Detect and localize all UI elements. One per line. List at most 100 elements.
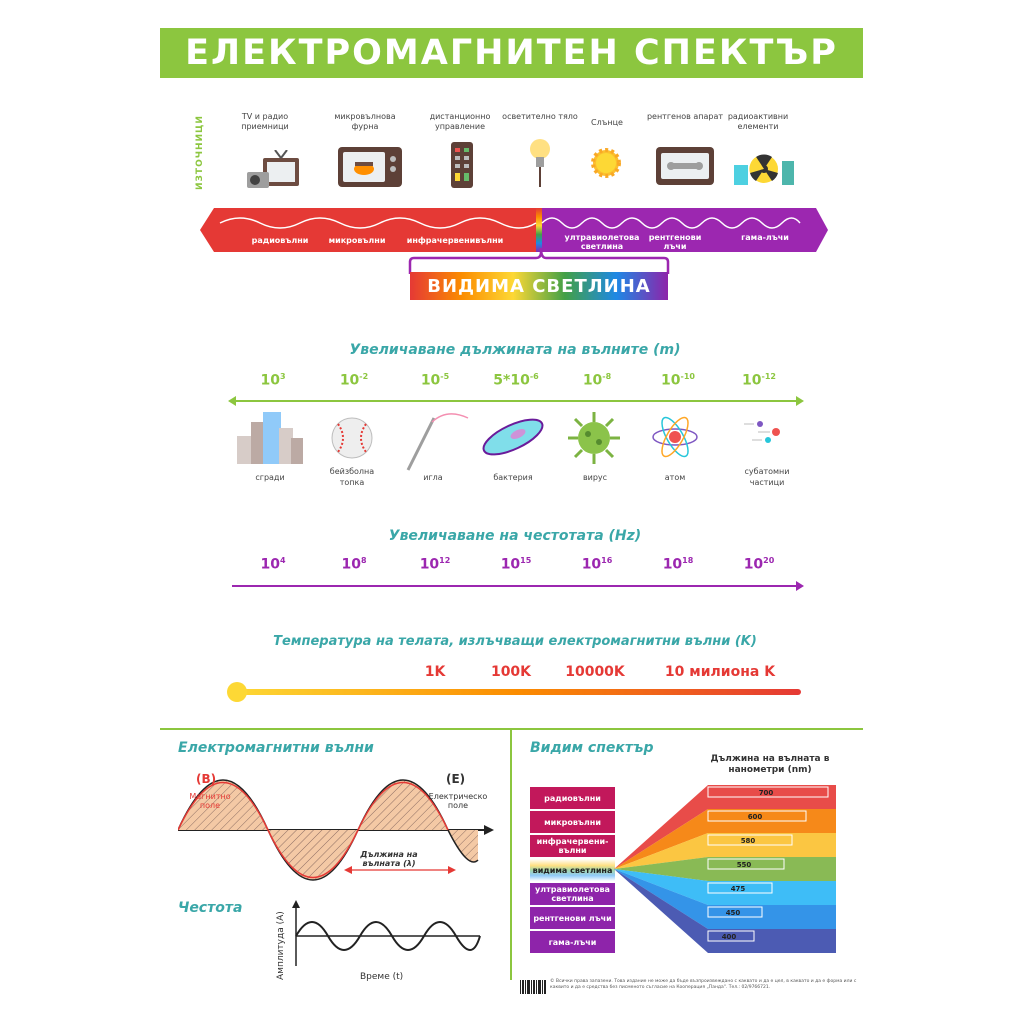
band-label: рентгенови лъчи <box>648 233 702 251</box>
section-divider <box>160 728 863 730</box>
spectrum-row: инфрачервени-вълни <box>530 835 615 857</box>
frequency-wave-diagram <box>292 900 481 966</box>
frequency-value: 1015 <box>500 556 532 573</box>
frequency-value: 1018 <box>662 556 694 573</box>
tv-radio-icon <box>247 150 299 188</box>
temperature-bar <box>227 682 801 702</box>
prism-fan <box>614 785 836 953</box>
object-label: игла <box>423 473 443 482</box>
object-label: сгради <box>255 473 285 482</box>
source-label: микровълнова фурна <box>334 112 396 131</box>
panel-divider <box>510 730 512 980</box>
nm-value: 400 <box>721 933 737 941</box>
frequency-value: 104 <box>260 556 286 573</box>
b-symbol: (B) <box>196 772 217 786</box>
frequency-value: 1020 <box>743 556 775 573</box>
atom-icon <box>652 416 698 458</box>
em-wave-diagram <box>178 779 494 881</box>
source-label: радиоактивни елементи <box>727 112 789 131</box>
visible-light-label: ВИДИМА СВЕТЛИНА <box>427 275 651 297</box>
wavelength-value: 5*10-6 <box>493 372 539 389</box>
sun-icon <box>591 148 621 178</box>
source-label: рентгенов апарат <box>646 112 724 121</box>
virus-icon <box>568 412 620 464</box>
wavelength-value: 10-2 <box>339 372 369 389</box>
band-label: радиовълни <box>251 236 309 245</box>
nm-value: 700 <box>758 789 774 797</box>
source-label: TV и радио приемници <box>241 112 289 131</box>
bacteria-icon <box>482 418 544 456</box>
frequency-values: 104 108 1012 1015 1016 1018 1020 <box>230 556 800 578</box>
object-label: субатомни частици <box>744 467 790 487</box>
nm-header: Дължина на вълната в нанометри (nm) <box>710 754 830 775</box>
subatomic-particles-icon <box>744 421 780 443</box>
spectrum-row: ултравиолетова светлина <box>530 883 615 905</box>
buildings-icon <box>237 412 303 464</box>
nm-value: 475 <box>730 885 746 893</box>
frequency-value: 108 <box>341 556 367 573</box>
wavelength-value: 103 <box>260 372 286 389</box>
em-waves-title: Електромагнитни вълни <box>178 740 374 756</box>
band-label: гама-лъчи <box>741 233 789 242</box>
radioactive-icon <box>734 154 794 185</box>
object-label: вирус <box>582 473 608 482</box>
visible-spectrum-title: Видим спектър <box>530 740 654 756</box>
wavelength-value: 10-5 <box>420 372 450 389</box>
spectrum-row: радиовълни <box>530 787 615 809</box>
frequency-arrow <box>232 581 804 591</box>
nm-value: 580 <box>740 837 756 845</box>
barcode-icon <box>520 980 546 994</box>
frequency-value: 1012 <box>419 556 451 573</box>
source-label: Слънце <box>591 118 623 127</box>
nm-value: 450 <box>725 909 741 917</box>
frequency-title: Увеличаване на честотата (Hz) <box>388 528 642 544</box>
baseball-icon <box>331 417 373 459</box>
object-label: бактерия <box>493 473 533 482</box>
nm-value: 550 <box>736 861 752 869</box>
object-label: атом <box>664 473 686 482</box>
spectrum-row: микровълни <box>530 811 615 833</box>
light-bulb-icon <box>530 139 550 187</box>
frequency-value: 1016 <box>581 556 613 573</box>
wavelength-values: 103 10-2 10-5 5*10-6 10-8 10-10 10-12 <box>230 372 800 394</box>
spectrum-row: рентгенови лъчи <box>530 907 615 929</box>
source-label: дистанционно управление <box>429 112 491 131</box>
page-title: ЕЛЕКТРОМАГНИТЕН СПЕКТЪР <box>185 33 838 73</box>
frequency-panel-title: Честота <box>178 900 243 916</box>
spectrum-row: гама-лъчи <box>530 931 615 953</box>
remote-control-icon <box>451 142 473 188</box>
band-label: ултравиолетова светлина <box>564 233 640 251</box>
wavelength-label: Дължина на вълната (λ) <box>360 850 418 868</box>
spectrum-band <box>200 208 828 252</box>
wavelength-value: 10-12 <box>742 372 776 389</box>
sources-label: ИЗТОЧНИЦИ <box>195 115 205 190</box>
source-label: осветително тяло <box>502 112 578 121</box>
needle-icon <box>406 413 469 471</box>
e-symbol: (E) <box>446 772 466 786</box>
wavelength-value: 10-8 <box>582 372 612 389</box>
band-label: инфрачервенивълни <box>406 236 504 245</box>
b-label: Магнитно поле <box>189 792 231 810</box>
object-label: бейзболна топка <box>329 467 375 487</box>
temperature-value: 100K <box>490 664 532 680</box>
temperature-value: 10 милиона K <box>664 664 776 680</box>
nm-value: 600 <box>747 813 763 821</box>
temperature-value: 10000K <box>565 664 625 680</box>
amplitude-label: Амплитуда (A) <box>276 911 286 980</box>
wavelength-arrow <box>228 396 804 406</box>
sources-row: TV и радио приемници микровълнова фурна … <box>230 110 820 200</box>
e-label: Електрическо поле <box>428 792 488 810</box>
microwave-icon <box>338 147 402 187</box>
wavelength-value: 10-10 <box>661 372 695 389</box>
visible-light-banner: ВИДИМА СВЕТЛИНА <box>410 272 668 300</box>
spectrum-row-visible: видима светлина <box>530 859 615 881</box>
temperature-value: 1K <box>424 664 446 680</box>
time-label: Време (t) <box>360 972 404 982</box>
visible-light-bracket <box>408 248 670 274</box>
copyright-text: © Всички права запазени. Това издание не… <box>550 979 857 990</box>
band-label: микровълни <box>328 236 386 245</box>
wavelength-title: Увеличаване дължината на вълните (m) <box>349 342 681 358</box>
xray-machine-icon <box>656 147 714 185</box>
title-banner: ЕЛЕКТРОМАГНИТЕН СПЕКТЪР <box>160 28 863 78</box>
temperature-title: Температура на телата, излъчващи електро… <box>273 634 757 649</box>
